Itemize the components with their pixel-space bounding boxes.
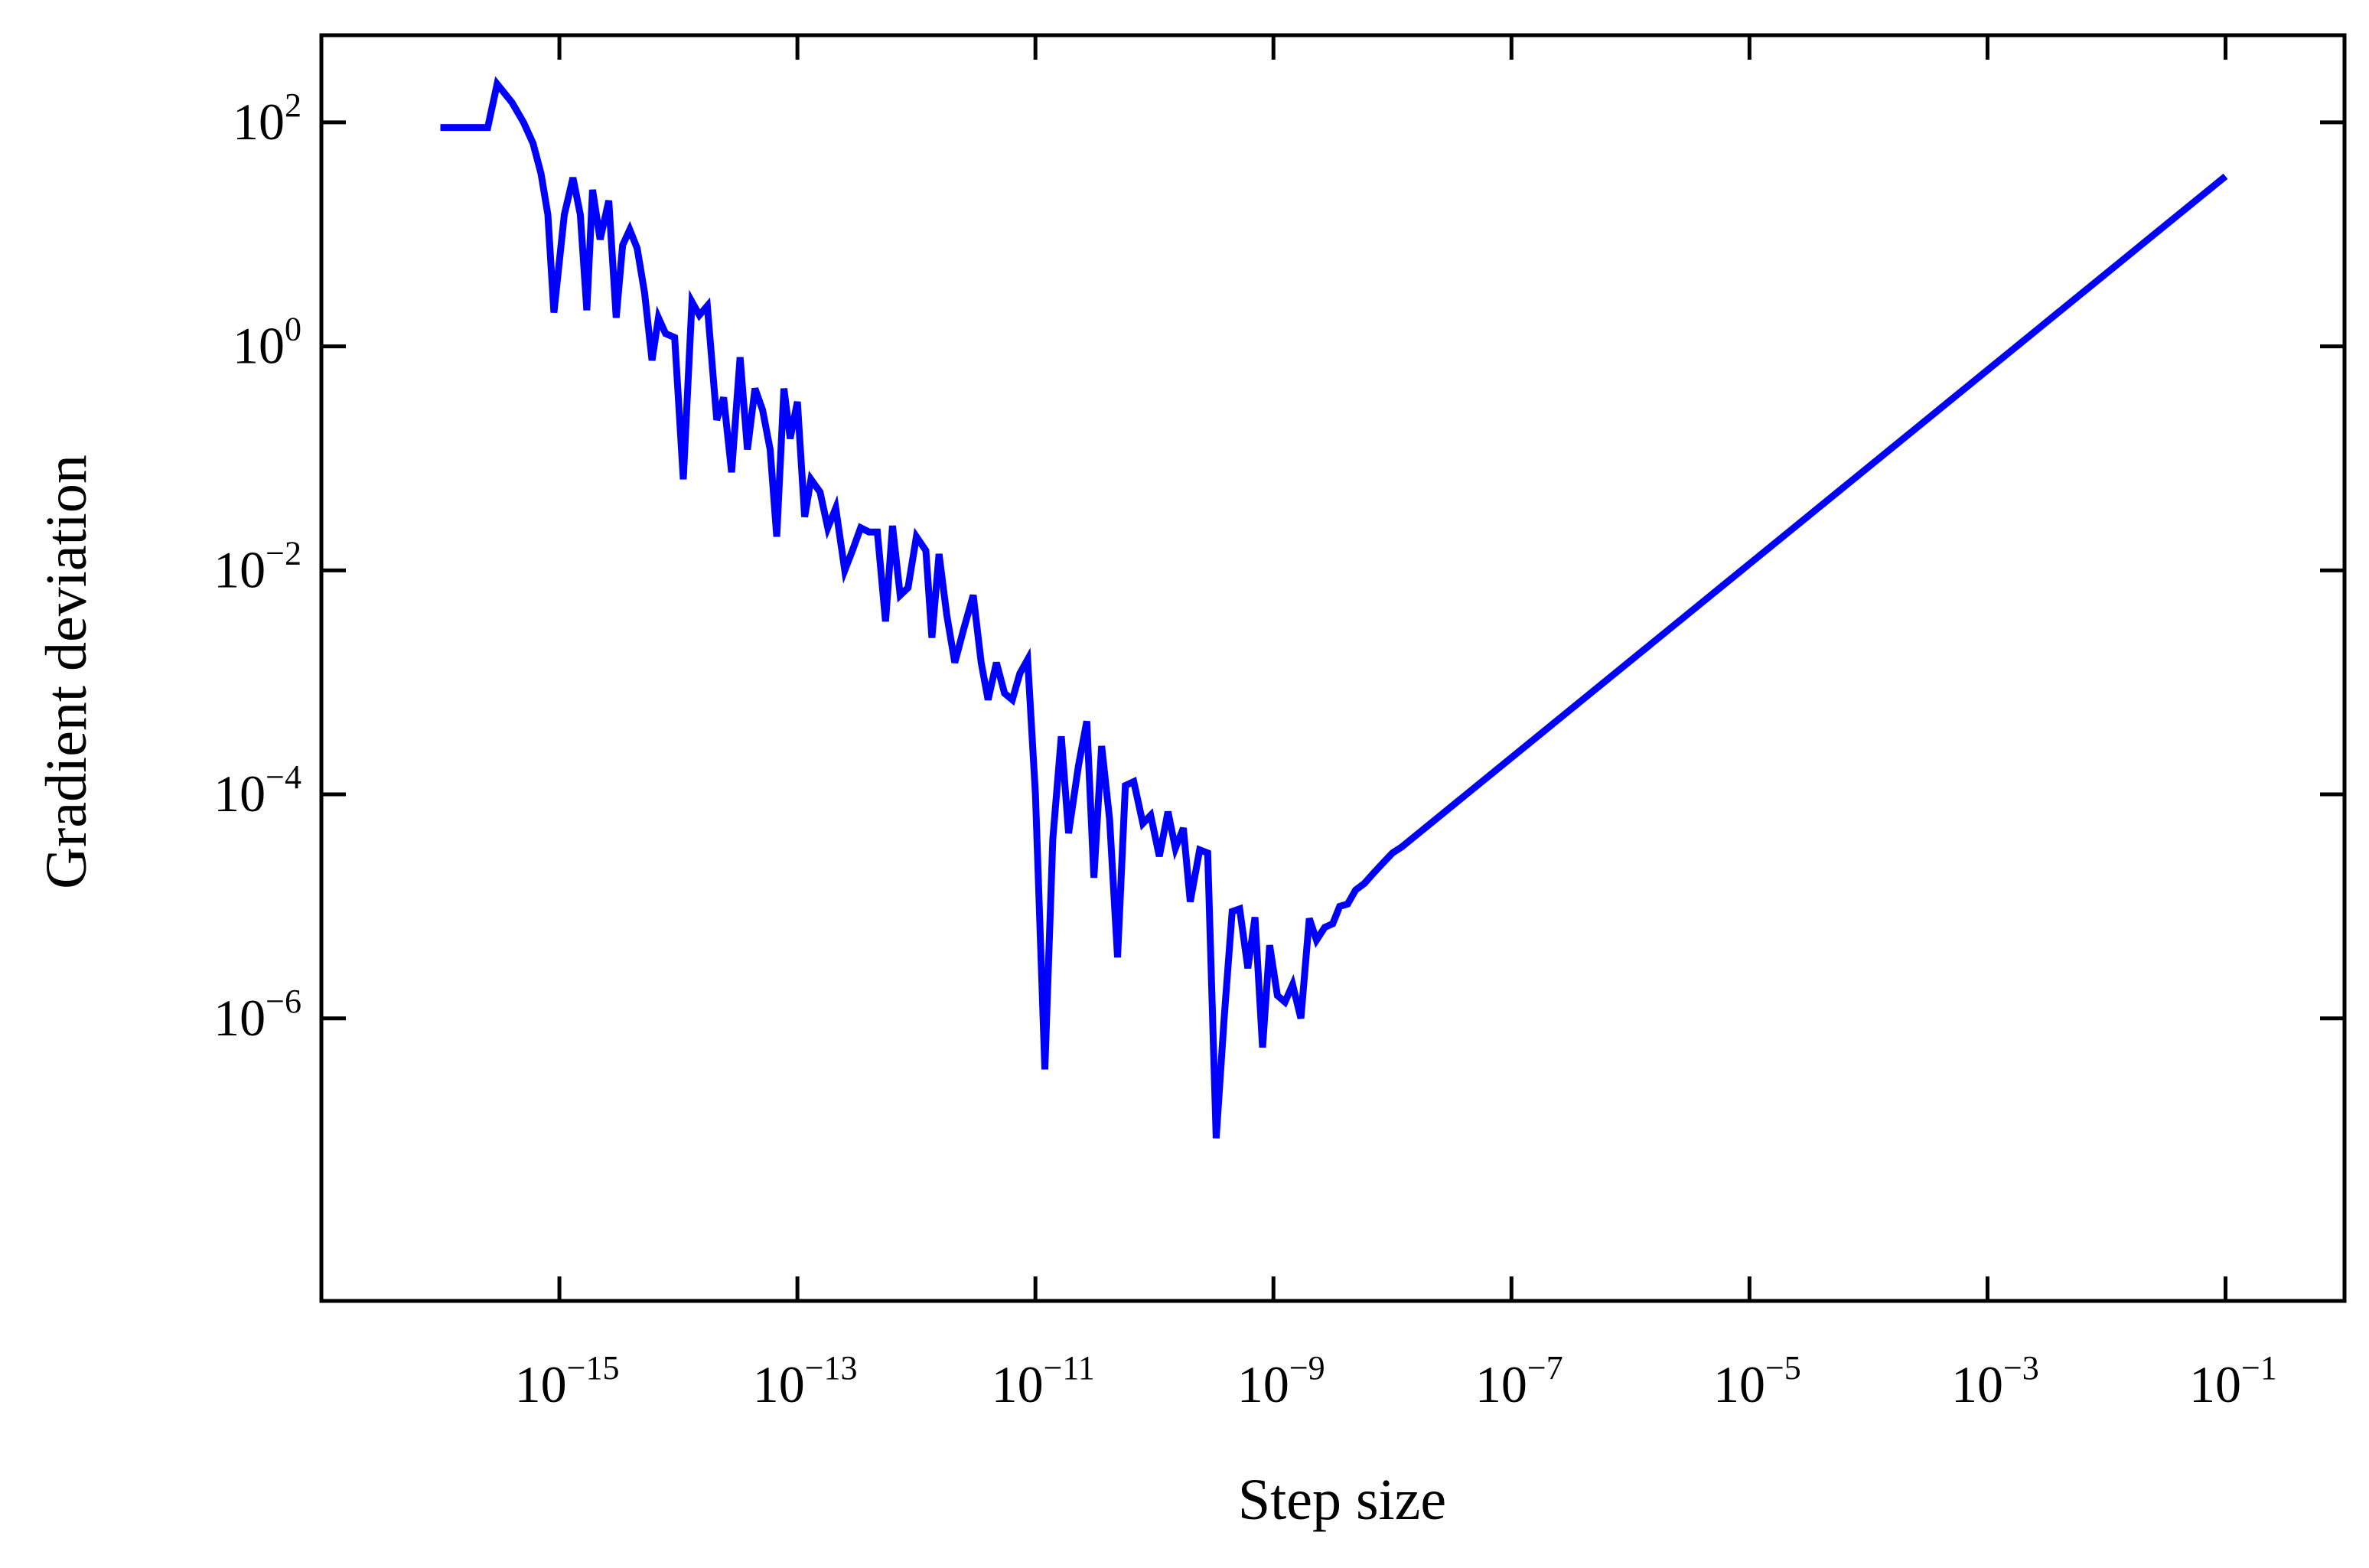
x-tick-label: 10−11 — [992, 1349, 1095, 1413]
ticks — [321, 35, 2345, 1301]
x-tick-label: 10−3 — [1951, 1349, 2039, 1413]
plot-frame — [319, 33, 2347, 1303]
x-axis-title: Step size — [1238, 1468, 1446, 1532]
y-tick-label: 10−6 — [213, 983, 301, 1047]
tick-labels: 10−15 10−13 10−11 10−9 10−7 10−5 10−3 10−1 102 10… — [213, 86, 2277, 1413]
x-tick-label: 10−1 — [2189, 1349, 2277, 1413]
y-tick-label: 10−4 — [213, 758, 301, 823]
y-tick-label: 100 — [233, 311, 301, 375]
y-axis-title: Gradient deviation — [34, 455, 99, 889]
y-tick-label: 10−2 — [213, 534, 301, 598]
x-tick-label: 10−13 — [753, 1349, 858, 1413]
y-tick-label: 102 — [233, 86, 301, 151]
x-tick-label: 10−15 — [515, 1349, 620, 1413]
x-tick-label: 10−5 — [1713, 1349, 1801, 1413]
x-tick-label: 10−9 — [1237, 1349, 1325, 1413]
series-line — [440, 76, 2228, 1139]
x-tick-label: 10−7 — [1475, 1349, 1563, 1413]
